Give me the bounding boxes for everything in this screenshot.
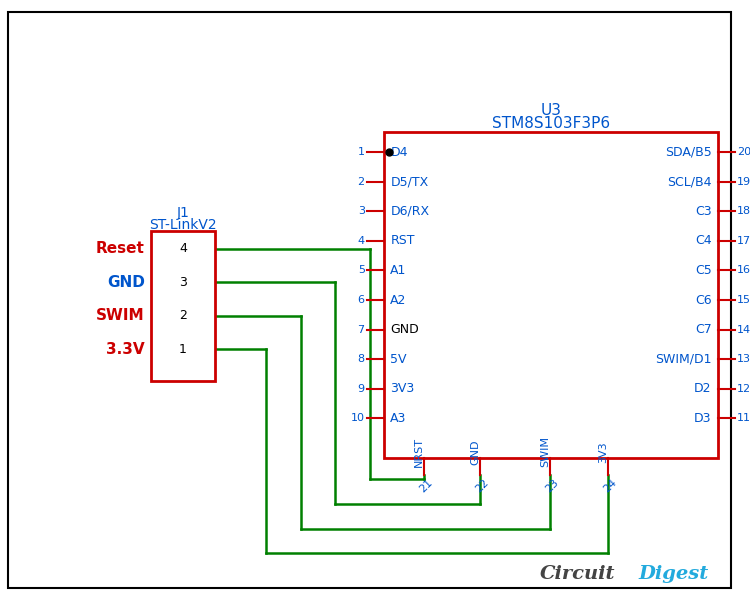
Text: A3: A3 xyxy=(390,412,406,425)
Text: RST: RST xyxy=(390,235,415,247)
Text: 1: 1 xyxy=(179,343,187,356)
Text: 2: 2 xyxy=(358,177,364,187)
Text: 5: 5 xyxy=(358,265,364,275)
Text: 15: 15 xyxy=(737,295,750,305)
Text: C7: C7 xyxy=(695,323,712,336)
Text: 4: 4 xyxy=(358,236,364,246)
Text: C6: C6 xyxy=(695,293,712,307)
Text: SCL/B4: SCL/B4 xyxy=(668,175,712,188)
Text: 8: 8 xyxy=(358,354,364,364)
Text: J1: J1 xyxy=(176,206,189,220)
Text: 4: 4 xyxy=(179,242,187,255)
Text: SWIM: SWIM xyxy=(96,308,145,323)
Text: 11: 11 xyxy=(737,413,750,423)
Text: 3: 3 xyxy=(358,206,364,216)
Bar xyxy=(151,231,215,381)
Text: 7: 7 xyxy=(358,325,364,335)
Text: 19: 19 xyxy=(737,177,750,187)
Text: SWIM: SWIM xyxy=(540,436,550,467)
Text: 13: 13 xyxy=(737,354,750,364)
Text: 1: 1 xyxy=(358,147,364,157)
Text: 3.3V: 3.3V xyxy=(106,342,145,357)
Bar xyxy=(385,133,718,458)
Text: 6: 6 xyxy=(358,295,364,305)
Text: GND: GND xyxy=(390,323,419,336)
Text: 21: 21 xyxy=(417,478,434,494)
Text: D3: D3 xyxy=(694,412,712,425)
Text: Circuit: Circuit xyxy=(540,565,616,583)
Text: SDA/B5: SDA/B5 xyxy=(665,146,712,158)
Text: D6/RX: D6/RX xyxy=(390,205,430,218)
Text: Digest: Digest xyxy=(639,565,709,583)
Text: 9: 9 xyxy=(358,384,364,394)
Text: D2: D2 xyxy=(694,382,712,395)
Text: A2: A2 xyxy=(390,293,406,307)
Text: 10: 10 xyxy=(351,413,364,423)
Text: Reset: Reset xyxy=(96,241,145,256)
Text: 2: 2 xyxy=(179,309,187,322)
Text: 18: 18 xyxy=(737,206,750,216)
Text: 12: 12 xyxy=(737,384,750,394)
Text: GND: GND xyxy=(107,275,145,290)
Text: D4: D4 xyxy=(390,146,408,158)
Text: 3V3: 3V3 xyxy=(598,441,608,463)
Text: 3: 3 xyxy=(179,276,187,289)
Text: 20: 20 xyxy=(737,147,750,157)
Text: NRST: NRST xyxy=(414,437,424,467)
Text: U3: U3 xyxy=(541,103,562,118)
Text: 5V: 5V xyxy=(390,353,406,365)
Text: STM8S103F3P6: STM8S103F3P6 xyxy=(492,116,610,131)
Text: 23: 23 xyxy=(544,478,560,494)
Text: A1: A1 xyxy=(390,264,406,277)
Text: C4: C4 xyxy=(695,235,712,247)
Text: C5: C5 xyxy=(695,264,712,277)
Text: C3: C3 xyxy=(695,205,712,218)
Text: SWIM/D1: SWIM/D1 xyxy=(656,353,712,365)
Text: ST-LinkV2: ST-LinkV2 xyxy=(149,218,217,232)
Text: 16: 16 xyxy=(737,265,750,275)
Text: 17: 17 xyxy=(737,236,750,246)
Text: GND: GND xyxy=(470,439,480,464)
Text: 14: 14 xyxy=(737,325,750,335)
Text: 24: 24 xyxy=(602,478,619,494)
Text: 3V3: 3V3 xyxy=(390,382,415,395)
Text: D5/TX: D5/TX xyxy=(390,175,428,188)
Text: 22: 22 xyxy=(473,478,490,494)
